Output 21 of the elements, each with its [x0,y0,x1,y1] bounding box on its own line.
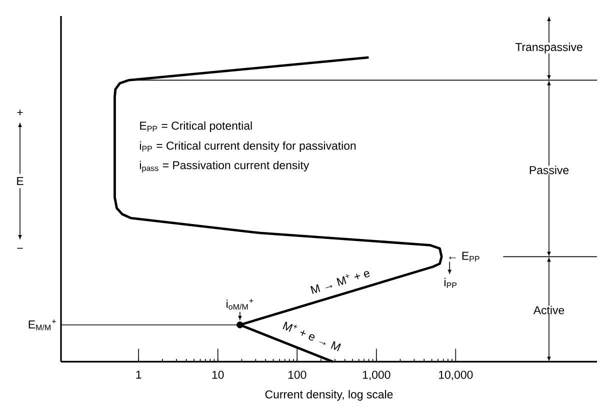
x-tick-label: 100 [288,370,306,379]
annotation: E$_{M/M}$+ [28,319,56,330]
text: − [17,248,23,249]
x-tick-label: 10,000 [439,370,473,380]
annotation: Passive [530,166,569,174]
x-axis-title: Current density, log scale [265,390,393,401]
annotation: i$_{oM/M}$+ [226,298,254,310]
annotation: ← E$_{PP}$ [449,252,480,262]
y-axis-title: E [17,177,24,185]
text: Transpassive [515,42,582,54]
annotation: M → M$^{+}$ + e [310,271,370,294]
annotation: i$_{PP}$ [444,278,457,288]
x-tick-label: 1,000 [362,370,390,380]
annotation: E$_{PP}$ = Critical potential [140,121,252,132]
text: + [17,110,23,116]
x-tick-label: 10 [212,370,224,379]
annotation: M$^{+}$ + e → M [282,322,341,352]
x-tick-label: 1 [136,370,142,379]
annotation: Active [533,306,564,314]
annotation: i$_{PP}$ = Critical current density for passivation [140,141,356,152]
annotation: i$_{pass}$ = Passivation current density [140,160,310,173]
